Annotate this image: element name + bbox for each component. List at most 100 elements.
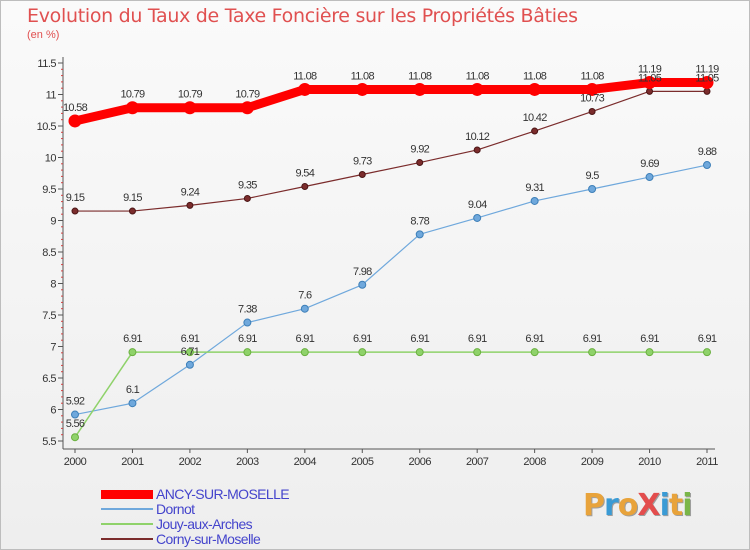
logo-letter: P [583,488,605,523]
data-point-jouy [300,348,309,357]
data-point-corny [416,159,424,167]
logo-letter: t [668,488,683,523]
logo-letter: r [604,488,619,523]
series-dornot [71,161,711,419]
data-point-ancy [413,82,427,96]
unit-label: (en %) [27,29,60,41]
logo-letter: i [659,488,670,523]
legend-swatch [101,523,153,525]
data-label-corny: 9.15 [123,192,142,204]
data-point-corny [531,127,539,135]
data-label-jouy: 6.91 [181,333,200,345]
x-tick-label: 2003 [236,456,259,468]
data-label-corny: 9.54 [296,167,315,179]
data-label-corny: 11.05 [695,72,719,84]
data-label-ancy: 10.58 [63,102,88,114]
x-tick-label: 2006 [408,456,431,468]
logo-letter: X [637,488,660,523]
data-label-jouy: 6.91 [698,333,717,345]
data-label-dornot: 9.31 [525,182,544,194]
data-point-corny [243,194,251,202]
y-tick-label: 5.5 [42,436,56,448]
data-label-ancy: 11.19 [695,64,719,76]
y-tick-label: 11 [46,90,57,102]
data-label-ancy: 10.79 [120,89,145,101]
data-point-dornot [128,399,137,408]
legend-label: ANCY-SUR-MOSELLE [156,486,290,502]
data-label-jouy: 6.91 [468,333,487,345]
legend-swatch [101,490,153,499]
x-tick-label: 2000 [64,456,87,468]
data-label-jouy: 6.91 [410,333,429,345]
data-point-corny [71,207,79,215]
x-tick-label: 2002 [179,456,202,468]
y-tick-label: 11.5 [37,58,56,70]
series-line-ancy [70,78,712,126]
data-point-dornot [358,280,367,289]
data-point-corny [646,87,654,95]
data-label-ancy: 11.08 [466,70,490,82]
data-point-jouy [415,348,424,357]
data-point-dornot [185,360,194,369]
y-tick-label: 9 [50,216,56,228]
data-label-jouy: 5.56 [66,418,85,430]
x-tick-label: 2005 [351,456,374,468]
data-label-corny: 11.05 [638,72,662,84]
data-point-jouy [530,348,539,357]
data-point-ancy [68,114,82,128]
data-point-jouy [703,348,711,357]
data-label-corny: 10.42 [523,112,548,124]
proxiti-logo: ProXiti [583,488,693,523]
data-point-ancy [355,82,369,96]
data-point-corny [358,171,366,179]
data-point-jouy [185,348,194,357]
logo-letter: o [617,488,639,523]
data-label-jouy: 6.91 [525,333,544,345]
data-label-corny: 10.12 [465,131,490,143]
data-label-corny: 9.73 [353,156,372,168]
data-label-dornot: 6.71 [181,346,200,358]
data-point-dornot [645,173,654,182]
y-tick-label: 7.5 [42,310,56,322]
data-label-dornot: 8.78 [410,215,429,227]
data-point-ancy [183,101,197,115]
series-line-corny [74,90,708,212]
data-label-ancy: 11.19 [638,64,662,76]
series-line-jouy [74,351,708,438]
data-label-corny: 9.92 [410,144,429,156]
data-label-dornot: 9.5 [585,170,599,182]
data-point-jouy [645,348,654,357]
data-label-ancy: 11.08 [523,70,547,82]
data-label-jouy: 6.91 [238,333,257,345]
y-tick-label: 7 [50,342,56,354]
data-point-jouy [243,348,252,357]
data-point-corny [588,108,596,116]
data-labels-layer: 10.58 10.79 10.79 10.79 11.08 11.08 11.08 11.08… [63,64,720,431]
data-label-ancy: 11.08 [293,70,317,82]
y-tick-label: 8.5 [42,247,56,259]
data-point-corny [301,182,309,190]
data-label-dornot: 9.88 [698,146,717,158]
y-tick-label: 6 [50,405,56,417]
data-label-jouy: 6.91 [583,333,602,345]
data-point-corny [186,201,194,209]
series-ancy [68,76,714,128]
legend-label: Dornot [156,501,195,517]
data-point-ancy [585,82,599,96]
data-point-corny [703,87,711,95]
data-label-corny: 9.24 [181,186,200,198]
data-point-ancy [470,82,484,96]
data-point-dornot [243,318,252,327]
data-label-dornot: 5.92 [66,396,85,408]
series-line-dornot [74,164,708,416]
data-point-jouy [473,348,482,357]
data-label-ancy: 11.08 [408,70,432,82]
data-label-jouy: 6.91 [353,333,372,345]
data-label-corny: 9.35 [238,179,257,191]
data-label-corny: 9.15 [66,192,85,204]
data-point-jouy [588,348,597,357]
data-label-jouy: 6.91 [296,333,315,345]
data-label-ancy: 11.08 [351,70,375,82]
